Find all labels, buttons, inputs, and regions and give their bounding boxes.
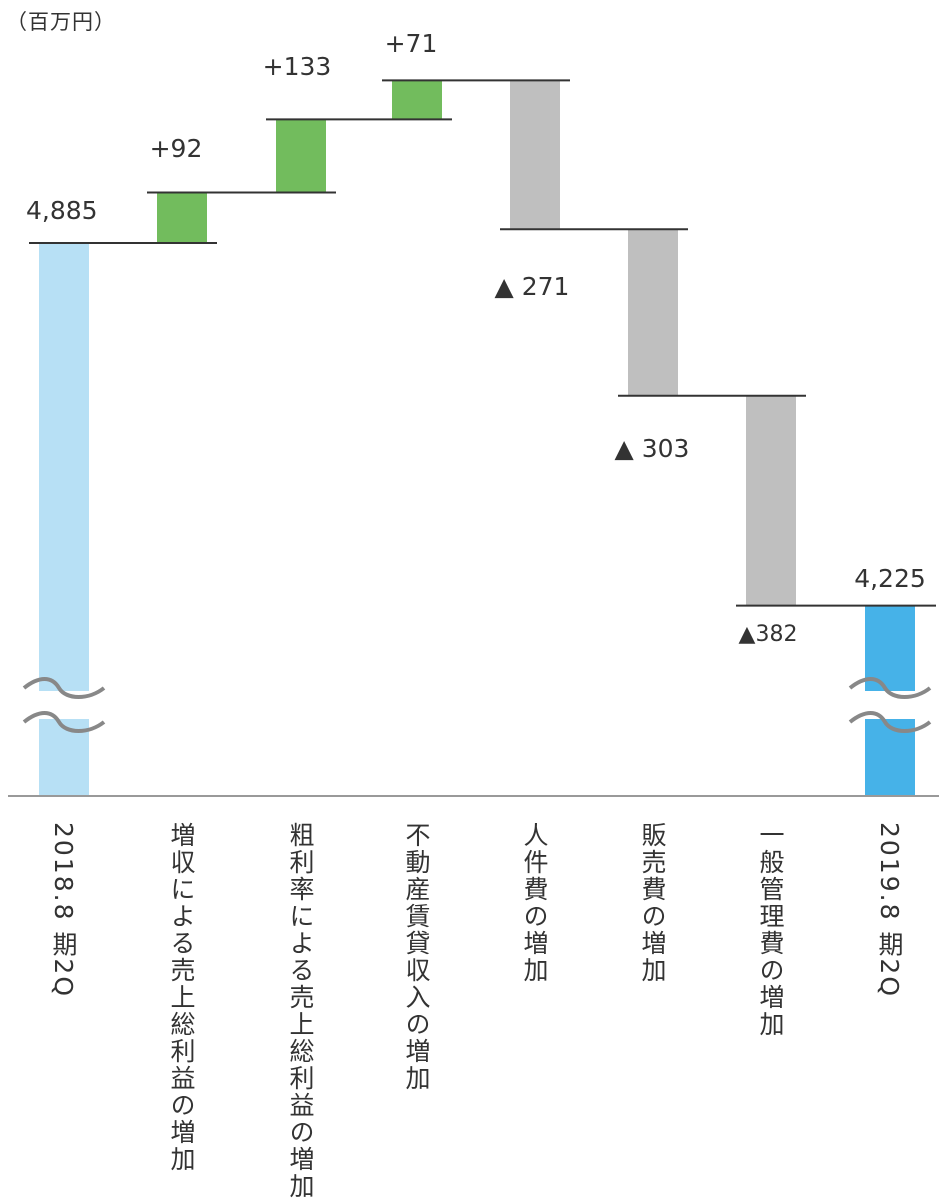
bar-1 [157,192,207,243]
category-label-3: 不動産賃貸収入の増加 [402,822,431,1092]
value-label-0: 4,885 [26,196,98,225]
bars-layer [39,80,915,796]
unit-label: （百万円） [6,10,116,34]
value-label-4: ▲ 271 [495,272,570,301]
value-label-5: ▲ 303 [615,434,690,463]
connectors-layer [29,79,936,607]
bar-2 [276,119,326,193]
bar-3 [392,80,442,120]
axis-breaks [22,677,932,733]
bar-5 [628,229,678,396]
value-label-6: ▲382 [739,622,798,647]
category-label-0: 2018.8 期2Q [49,822,78,999]
category-label-5: 販売費の増加 [638,822,667,984]
value-labels: 4,885 +92 +133 +71 ▲ 271 ▲ 303 ▲382 4,225 [26,29,926,647]
axis-break-wave-0-0 [22,677,106,699]
axis-break-wave-0-1 [22,711,106,733]
axis-break-wave-7-0 [848,677,932,699]
value-label-3: +71 [385,29,438,58]
bar-4 [510,80,560,230]
category-label-1: 増収による売上総利益の増加 [167,822,196,1173]
category-label-4: 人件費の増加 [520,822,549,984]
axis-break-wave-7-1 [848,711,932,733]
category-label-7: 2019.8 期2Q [875,822,904,999]
category-label-2: 粗利率による売上総利益の増加 [286,822,315,1200]
value-label-1: +92 [150,134,203,163]
category-label-6: 一般管理費の増加 [756,822,785,1038]
value-label-7: 4,225 [854,564,926,593]
bar-6 [746,395,796,606]
value-label-2: +133 [263,52,332,81]
